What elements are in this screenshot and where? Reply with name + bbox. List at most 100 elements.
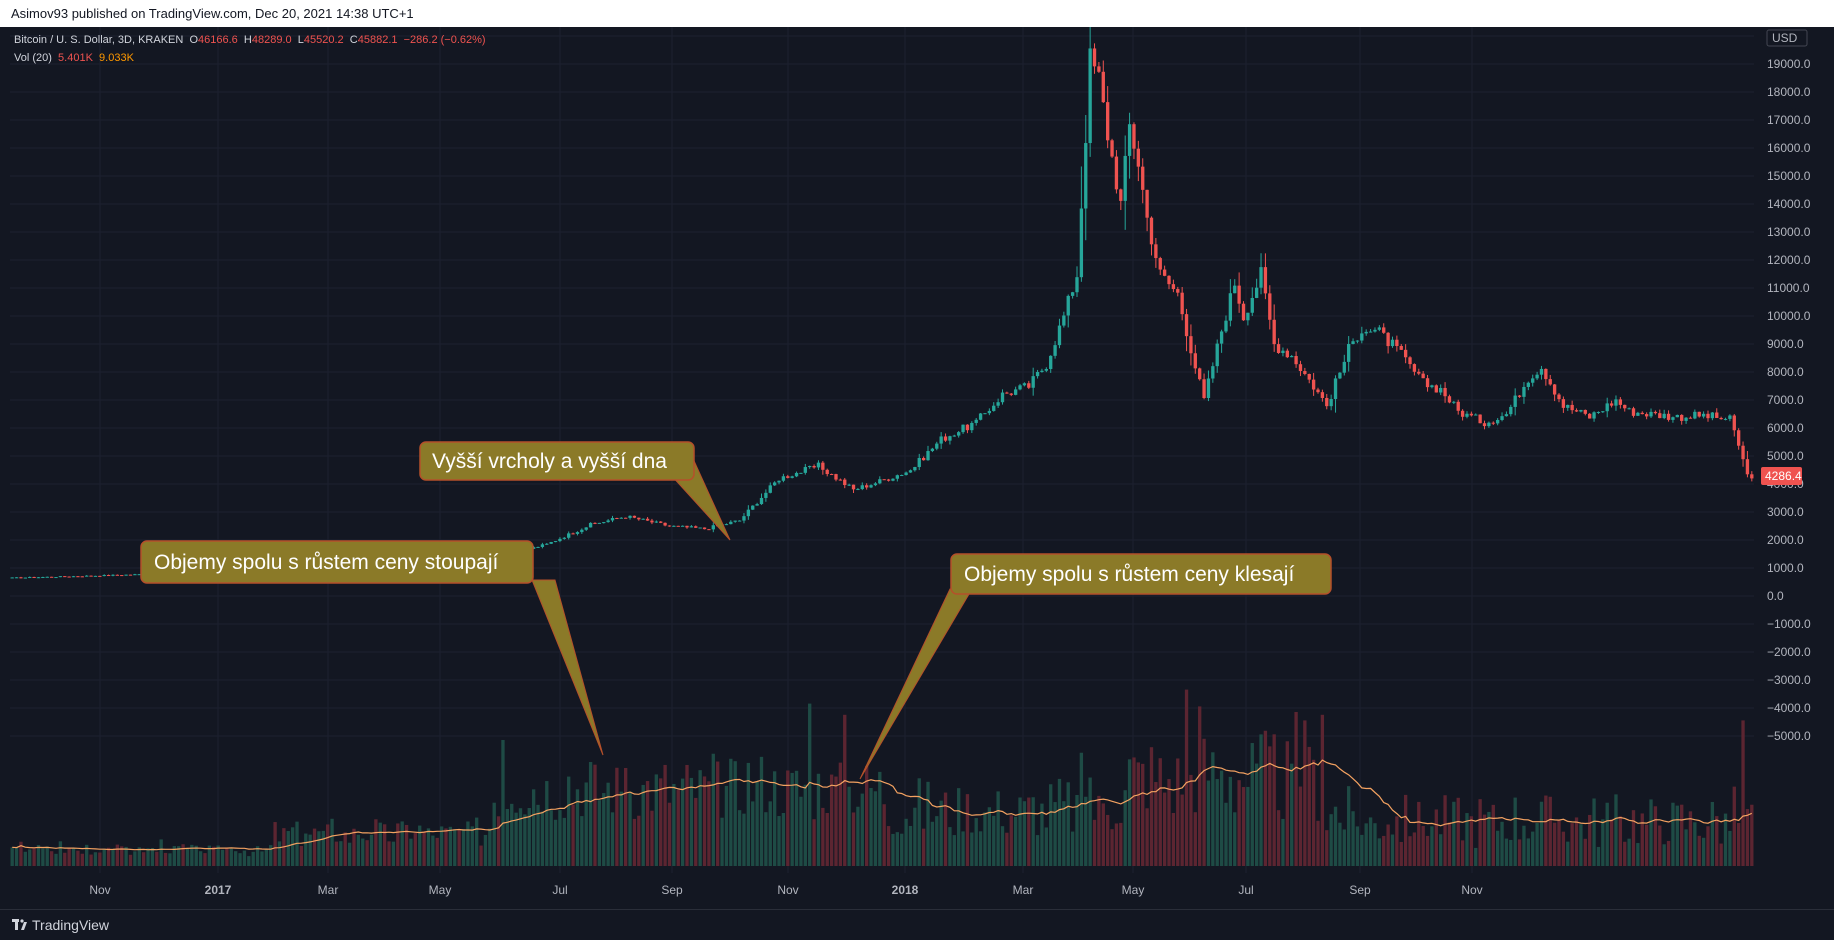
candle-down [1005, 393, 1008, 394]
volume-bar-down [1202, 739, 1205, 866]
volume-bar-up [891, 834, 894, 866]
volume-bar-up [1088, 778, 1091, 866]
candle-up [1702, 414, 1705, 417]
candle-down [1632, 408, 1635, 416]
candle-down [1715, 413, 1718, 418]
volume-bar-down [344, 832, 347, 866]
volume-bar-down [1483, 815, 1486, 866]
time-tick-label: May [429, 883, 452, 897]
candle-up [46, 577, 49, 578]
candle-down [19, 577, 22, 578]
candle-down [1093, 48, 1096, 66]
volume-bar-up [409, 839, 412, 866]
candle-down [1027, 383, 1030, 388]
candle-up [602, 522, 605, 523]
candle-up [931, 449, 934, 451]
volume-bar-down [1426, 836, 1429, 866]
candle-down [1386, 333, 1389, 346]
volume-bar-down [457, 830, 460, 866]
volume-bar-up [1128, 759, 1131, 866]
volume-bar-up [1540, 802, 1543, 866]
volume-legend[interactable]: Vol (20) 5.401K 9.033K [14, 52, 134, 64]
volume-bar-up [988, 807, 991, 866]
candle-up [1058, 326, 1061, 346]
volume-bar-up [1627, 839, 1630, 866]
current-price-value: 4286.4 [1765, 469, 1802, 483]
candle-down [1237, 286, 1240, 304]
volume-bar-up [1080, 753, 1083, 866]
volume-bar-up [817, 774, 820, 866]
candle-down [1706, 414, 1709, 418]
volume-bar-up [1592, 798, 1595, 866]
candle-down [1492, 423, 1495, 424]
volume-bar-down [89, 855, 92, 866]
volume-bar-up [431, 836, 434, 866]
candle-down [1163, 270, 1166, 276]
candle-down [812, 466, 815, 467]
volume-bar-down [1667, 841, 1670, 866]
volume-bar-up [427, 828, 430, 866]
volume-bar-down [1492, 805, 1495, 866]
symbol-legend[interactable]: Bitcoin / U. S. Dollar, 3D, KRAKEN O4616… [14, 34, 486, 46]
volume-bar-up [1338, 823, 1341, 866]
volume-bar-down [1570, 823, 1573, 866]
volume-bar-up [146, 848, 149, 866]
candle-up [1014, 389, 1017, 394]
candle-up [891, 479, 894, 481]
volume-bar-down [32, 848, 35, 866]
candle-up [1334, 378, 1337, 399]
price-chart[interactable]: 2019000.018000.017000.016000.015000.0140… [0, 27, 1834, 909]
candle-up [918, 458, 921, 467]
volume-bar-up [1663, 844, 1666, 866]
volume-bar-up [1255, 764, 1258, 866]
price-tick-label: 16000.0 [1767, 141, 1811, 155]
volume-bar-up [252, 852, 255, 866]
tradingview-brand-text: TradingView [32, 917, 109, 933]
candle-up [1233, 286, 1236, 294]
candle-up [1246, 313, 1249, 321]
volume-bar-down [1093, 820, 1096, 866]
candle-down [50, 577, 53, 578]
candle-up [1592, 412, 1595, 418]
candle-up [760, 498, 763, 504]
candle-up [1023, 383, 1026, 385]
volume-bar-down [497, 816, 500, 866]
volume-bar-up [401, 821, 404, 866]
volume-bar-up [642, 785, 645, 866]
candle-down [1141, 167, 1144, 190]
volume-ma-value: 9.033K [99, 52, 134, 64]
volume-bar-up [878, 772, 881, 866]
volume-bar-up [747, 763, 750, 866]
volume-bar-down [650, 811, 653, 866]
candle-down [1698, 412, 1701, 417]
volume-bar-down [659, 778, 662, 866]
price-tick-label: −1000.0 [1767, 617, 1811, 631]
volume-bar-up [931, 822, 934, 866]
callout-volume-fall-pointer [860, 589, 972, 779]
publish-line: Asimov93 published on TradingView.com, D… [11, 0, 414, 27]
candle-down [1198, 368, 1201, 379]
tradingview-logo[interactable]: TradingView [12, 917, 109, 933]
volume-bar-up [874, 791, 877, 866]
candle-down [1202, 379, 1205, 398]
volume-bar-up [230, 849, 233, 866]
candle-up [1684, 418, 1687, 421]
volume-bar-down [50, 851, 53, 866]
volume-bar-up [760, 757, 763, 866]
volume-bar-up [755, 782, 758, 866]
volume-bar-up [361, 839, 364, 866]
time-tick-label: Jul [1238, 883, 1253, 897]
volume-bar-down [436, 838, 439, 866]
candle-up [1049, 356, 1052, 369]
volume-bar-up [532, 789, 535, 866]
volume-bar-up [278, 841, 281, 866]
candle-down [116, 575, 119, 576]
price-tick-label: 8000.0 [1767, 365, 1804, 379]
callout-higher-highs-text: Vyšší vrcholy a vyšší dna [432, 450, 667, 473]
candle-down [1562, 399, 1565, 408]
candle-down [1150, 218, 1153, 245]
volume-bar-up [1636, 843, 1639, 866]
volume-bar-down [615, 768, 618, 866]
candle-down [120, 575, 123, 576]
volume-bar-down [1706, 826, 1709, 866]
